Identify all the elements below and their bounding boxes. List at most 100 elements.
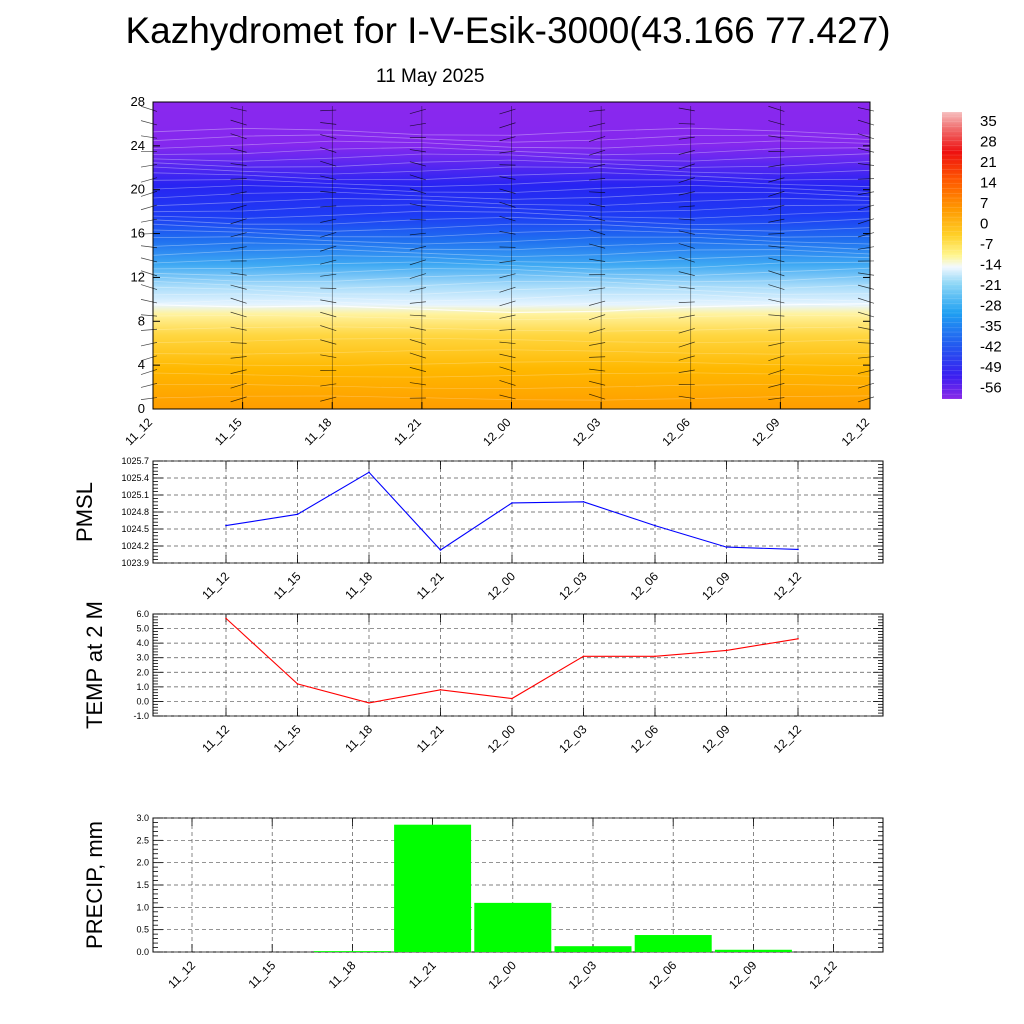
y-tick-label: 0.0	[136, 696, 149, 706]
wind-barb	[409, 232, 426, 236]
wind-barb	[230, 204, 247, 211]
precip-bar	[313, 951, 391, 952]
wind-barb	[409, 259, 426, 266]
y-tick-label: 0.0	[136, 947, 149, 957]
wind-barb	[768, 135, 785, 139]
wind-barb	[499, 380, 516, 386]
wind-barb	[589, 328, 606, 334]
wind-barb	[140, 164, 158, 168]
wind-barb	[320, 122, 337, 125]
page-subtitle: 11 May 2025	[376, 66, 485, 87]
colorbar-label: -28	[980, 297, 1002, 314]
wind-barb	[140, 105, 158, 112]
wind-barb	[320, 175, 337, 180]
wind-barb	[589, 122, 606, 128]
wind-barb	[230, 133, 247, 140]
y-tick-label: 1.5	[136, 880, 149, 890]
wind-barb	[409, 246, 426, 251]
wind-barb	[499, 201, 516, 208]
x-tick-label: 11_12	[199, 569, 232, 602]
wind-barb	[320, 160, 337, 167]
wind-barb	[589, 258, 606, 262]
precip-bar	[714, 949, 792, 952]
wind-barb	[589, 380, 606, 386]
wind-barb	[768, 257, 785, 263]
x-tick-label: 11_15	[212, 415, 245, 448]
wind-barb	[499, 176, 516, 180]
wind-barb	[320, 147, 337, 153]
wind-barb	[768, 218, 785, 223]
wind-barb	[140, 245, 158, 249]
wind-barb	[140, 270, 158, 277]
y-axis-title: TEMP at 2 M	[82, 601, 107, 729]
wind-barb	[320, 259, 337, 265]
wind-barb	[230, 119, 247, 126]
x-tick-label: 11_21	[414, 722, 447, 755]
wind-barb	[499, 341, 516, 344]
data-point	[225, 524, 227, 527]
wind-barb	[230, 191, 247, 196]
wind-barb	[409, 301, 426, 304]
wind-barb	[857, 163, 875, 166]
wind-barb	[678, 286, 695, 290]
data-point	[654, 524, 656, 527]
wind-barb	[140, 397, 158, 400]
y-tick-label: 0	[138, 401, 145, 416]
x-tick-label: 11_12	[165, 958, 198, 991]
x-tick-label: 12_03	[556, 722, 590, 756]
wind-barb	[768, 233, 785, 235]
wind-barb	[140, 342, 158, 347]
wind-barb	[499, 300, 516, 307]
x-tick-label: 11_15	[271, 722, 304, 755]
wind-barb	[499, 366, 516, 373]
data-point	[511, 502, 513, 504]
wind-barb	[499, 108, 516, 115]
wind-barb	[589, 149, 606, 156]
colorbar-label: -56	[980, 379, 1002, 396]
plot-frame	[152, 613, 884, 717]
wind-barb	[230, 382, 247, 389]
data-point	[582, 501, 585, 503]
wind-barb	[320, 245, 337, 252]
x-tick-label: 12_12	[839, 415, 873, 449]
wind-barb	[409, 188, 426, 194]
y-tick-label: 16	[131, 226, 145, 241]
colorbar-label: 28	[980, 133, 997, 150]
wind-barb	[678, 150, 695, 155]
wind-barb	[499, 231, 516, 235]
x-tick-label: 12_12	[806, 958, 840, 992]
x-tick-label: 11_21	[414, 569, 447, 602]
wind-barb	[230, 284, 247, 290]
wind-barb	[768, 190, 785, 197]
wind-barb	[857, 218, 875, 225]
wind-barb	[678, 205, 695, 208]
wind-barb	[140, 177, 158, 183]
wind-barb	[409, 149, 426, 153]
y-tick-label: 1024.8	[121, 507, 149, 517]
x-tick-label: 12_09	[699, 722, 733, 756]
wind-barb	[140, 257, 158, 263]
wind-barb	[230, 178, 247, 180]
wind-barb	[499, 136, 516, 142]
wind-barb	[320, 109, 337, 112]
wind-barb	[768, 120, 785, 126]
wind-barb	[320, 339, 337, 345]
wind-barb	[589, 203, 606, 208]
wind-barb	[768, 383, 785, 388]
wind-barb	[857, 382, 875, 389]
wind-barb	[589, 178, 606, 181]
wind-barb	[768, 314, 785, 317]
wind-barb	[320, 311, 337, 318]
y-axis-title: PMSL	[72, 482, 97, 542]
wind-barb	[320, 325, 337, 332]
x-tick-label: 12_03	[556, 569, 590, 603]
wind-barb	[499, 286, 516, 293]
wind-barb	[678, 369, 695, 373]
wind-barb	[409, 122, 426, 127]
wind-barb	[857, 204, 875, 211]
x-tick-label: 12_03	[566, 958, 600, 992]
x-tick-label: 12_00	[485, 958, 519, 992]
colorbar-label: -35	[980, 318, 1002, 335]
wind-barb	[230, 326, 247, 331]
